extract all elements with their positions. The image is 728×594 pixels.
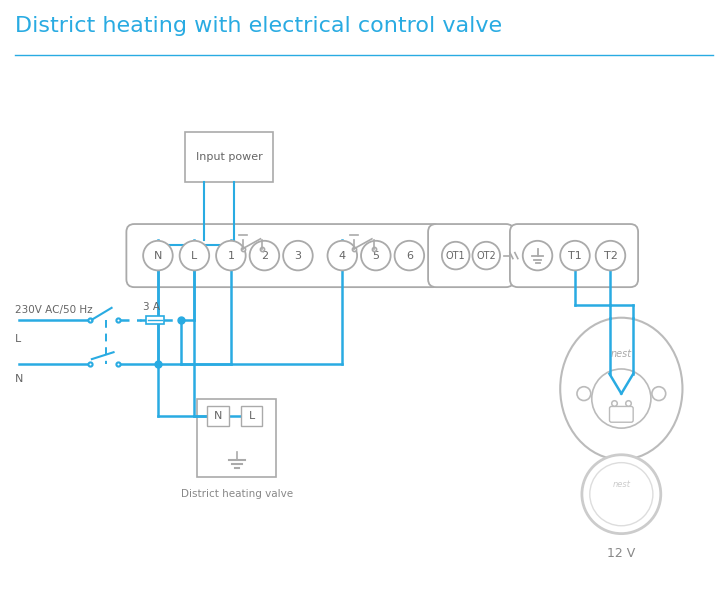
Circle shape <box>283 241 313 270</box>
Text: 3 A: 3 A <box>143 302 159 312</box>
Circle shape <box>361 241 391 270</box>
Circle shape <box>652 387 665 400</box>
Text: T1: T1 <box>568 251 582 261</box>
Circle shape <box>395 241 424 270</box>
Circle shape <box>143 241 173 270</box>
Text: N: N <box>15 374 23 384</box>
Text: 5: 5 <box>372 251 379 261</box>
Circle shape <box>577 387 591 400</box>
Circle shape <box>561 241 590 270</box>
Ellipse shape <box>561 318 682 460</box>
Circle shape <box>216 241 245 270</box>
Text: 2: 2 <box>261 251 268 261</box>
Circle shape <box>180 241 209 270</box>
Text: District heating valve: District heating valve <box>181 489 293 500</box>
Text: 1: 1 <box>227 251 234 261</box>
Circle shape <box>328 241 357 270</box>
Text: 4: 4 <box>339 251 346 261</box>
Circle shape <box>596 241 625 270</box>
FancyBboxPatch shape <box>609 406 633 422</box>
Text: L: L <box>191 251 197 261</box>
Text: District heating with electrical control valve: District heating with electrical control… <box>15 16 502 36</box>
Circle shape <box>582 455 661 533</box>
Text: N: N <box>214 411 222 421</box>
Text: L: L <box>248 411 255 421</box>
Circle shape <box>442 242 470 270</box>
Text: 230V AC/50 Hz: 230V AC/50 Hz <box>15 305 92 315</box>
Circle shape <box>472 242 500 270</box>
Text: OT2: OT2 <box>476 251 496 261</box>
Text: 12 V: 12 V <box>607 548 636 560</box>
Text: OT1: OT1 <box>446 251 465 261</box>
Circle shape <box>250 241 280 270</box>
Text: 6: 6 <box>405 251 413 261</box>
Text: nest: nest <box>611 349 632 359</box>
Text: N: N <box>154 251 162 261</box>
Bar <box>146 316 164 324</box>
FancyBboxPatch shape <box>428 224 514 287</box>
FancyBboxPatch shape <box>510 224 638 287</box>
Text: T2: T2 <box>604 251 617 261</box>
Text: nest: nest <box>612 480 630 489</box>
Bar <box>241 406 263 426</box>
Text: Input power: Input power <box>196 152 262 162</box>
FancyBboxPatch shape <box>127 224 441 287</box>
Text: 3: 3 <box>294 251 301 261</box>
Circle shape <box>523 241 553 270</box>
Bar <box>197 399 276 478</box>
Bar <box>185 132 273 182</box>
Bar <box>207 406 229 426</box>
Text: L: L <box>15 334 21 345</box>
